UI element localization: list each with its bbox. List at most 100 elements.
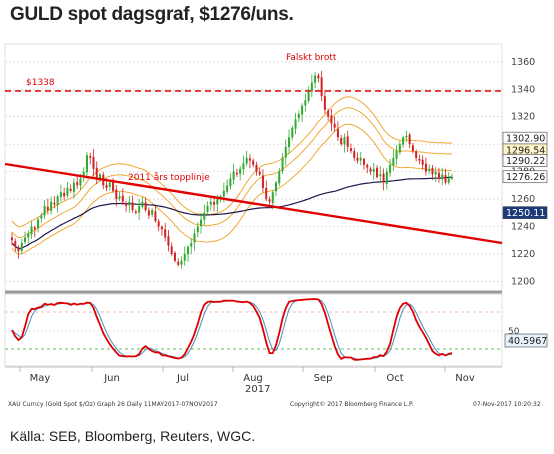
candle-body — [310, 82, 313, 92]
candle-body — [444, 175, 447, 183]
price-tag-box — [502, 154, 548, 167]
stochastic-k-line — [11, 298, 453, 361]
price-tag-box — [502, 206, 548, 219]
bollinger-lower — [11, 123, 453, 255]
candle-body — [190, 242, 193, 247]
candle-body — [353, 151, 356, 158]
candle-body — [144, 202, 147, 211]
candle-body — [200, 219, 203, 226]
candle-body — [105, 184, 108, 189]
candle-body — [173, 252, 176, 261]
stochastic-panel: 50 40.5967 — [4, 293, 548, 367]
x-month-label: Jun — [103, 373, 120, 384]
price-tag-label: 1302.90 — [506, 134, 545, 145]
topline-label: 2011 års topplinje — [128, 172, 210, 183]
candle-body — [121, 195, 124, 202]
candle-body — [297, 113, 300, 119]
candle-body — [275, 182, 277, 192]
candle-body — [398, 144, 401, 153]
candle-body — [346, 136, 349, 147]
candle-body — [411, 145, 414, 152]
candle-body — [99, 174, 101, 179]
candle-body — [441, 174, 444, 180]
candle-body — [431, 168, 434, 175]
candle-body — [50, 201, 53, 211]
candle-body — [330, 115, 333, 124]
candle-body — [317, 75, 320, 79]
candle-body — [92, 156, 95, 169]
candle-body — [323, 96, 326, 110]
candle-body — [180, 260, 183, 265]
candle-body — [72, 182, 75, 193]
candle-body — [359, 157, 362, 161]
candle-body — [167, 236, 170, 246]
candle-body — [239, 168, 242, 174]
candle-body — [183, 253, 186, 261]
moving-average-100 — [11, 176, 453, 250]
candle-body — [288, 137, 291, 148]
candle-body — [56, 196, 59, 205]
x-month-label: May — [30, 373, 51, 384]
moving-averages — [11, 96, 453, 255]
candle-body — [112, 182, 115, 191]
candle-body — [11, 237, 13, 241]
candle-body — [252, 160, 255, 165]
candle-body — [421, 159, 424, 165]
price-tag-label: 1276.26 — [506, 172, 545, 183]
y-tick-label: 1360 — [511, 57, 535, 68]
candle-body — [392, 157, 395, 166]
candle-body — [268, 199, 271, 202]
candle-body — [415, 151, 418, 158]
bollinger-mid — [11, 107, 453, 239]
candle-body — [258, 171, 261, 175]
candle-body — [402, 137, 405, 145]
candle-body — [451, 177, 453, 179]
candle-body — [154, 211, 157, 222]
candle-body — [187, 247, 189, 255]
main-panel: $1338 Falskt brott 2011 års topplinje 12… — [4, 43, 548, 292]
candle-body — [340, 138, 343, 145]
candlesticks — [11, 70, 453, 269]
candle-body — [63, 192, 66, 197]
candle-body — [30, 226, 33, 235]
candle-body — [235, 172, 238, 175]
candle-body — [69, 188, 72, 191]
candle-body — [369, 168, 372, 172]
resistance-label: $1338 — [26, 78, 55, 88]
candle-body — [108, 182, 111, 187]
candle-body — [389, 164, 392, 173]
price-tag-box — [502, 170, 548, 184]
candle-body — [333, 123, 336, 128]
x-month-label: Nov — [455, 373, 475, 384]
candle-body — [301, 105, 304, 115]
candle-body — [157, 221, 160, 227]
price-tag-label: 1290.22 — [506, 156, 545, 167]
candle-body — [278, 171, 281, 184]
candle-body — [424, 163, 427, 172]
main-grid — [5, 61, 502, 282]
y-tick-label: 1340 — [511, 84, 535, 95]
footer-right: 07-Nov-2017 10:20:32 — [473, 401, 541, 408]
candle-body — [209, 201, 212, 205]
candle-body — [115, 189, 118, 200]
candle-body — [447, 178, 450, 183]
candle-body — [428, 168, 431, 171]
candle-body — [366, 164, 369, 168]
candle-body — [206, 205, 209, 212]
candle-body — [17, 247, 20, 252]
candle-body — [226, 185, 229, 192]
candle-body — [232, 171, 235, 180]
bollinger-upper — [11, 96, 453, 228]
candle-body — [134, 211, 137, 213]
candle-body — [437, 172, 440, 179]
candle-body — [245, 157, 248, 164]
x-month-label: Aug — [243, 373, 263, 384]
candle-body — [203, 212, 206, 220]
candle-body — [363, 159, 365, 165]
candle-body — [170, 246, 173, 254]
x-month-label: Jul — [176, 373, 189, 384]
candle-body — [89, 156, 92, 158]
candle-body — [216, 199, 219, 205]
candle-body — [229, 178, 232, 187]
